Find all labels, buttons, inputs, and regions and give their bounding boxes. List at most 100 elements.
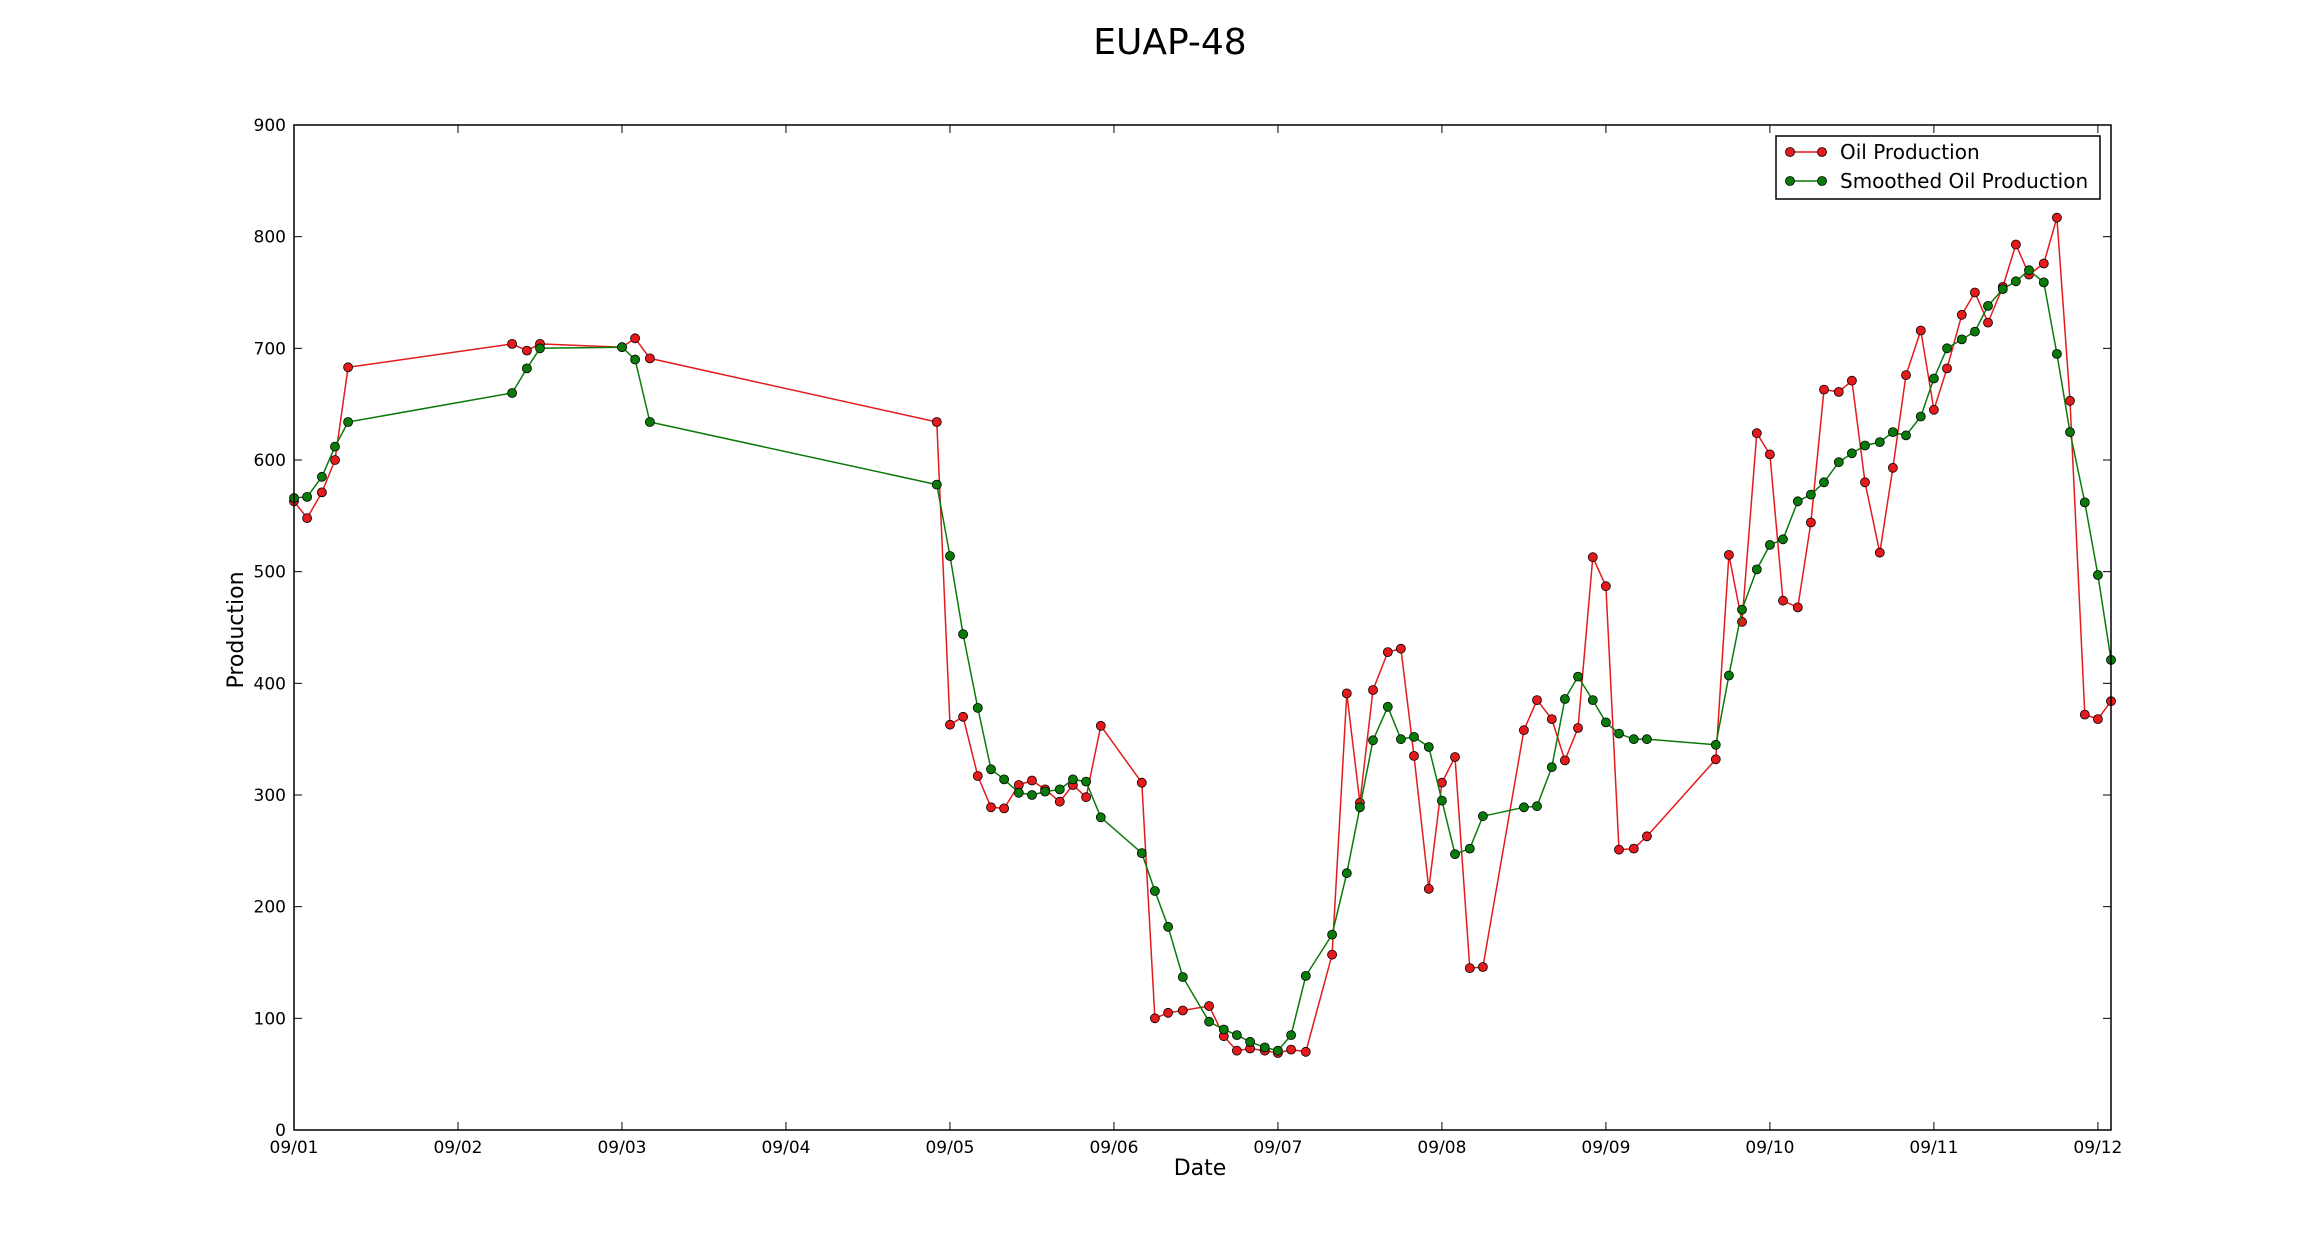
data-point — [1163, 921, 1173, 932]
data-point — [1259, 1042, 1270, 1053]
data-point — [1013, 787, 1024, 798]
data-point — [1464, 843, 1475, 854]
data-point — [617, 342, 627, 353]
data-point — [2079, 709, 2090, 720]
data-point — [986, 802, 996, 813]
data-point — [343, 417, 354, 427]
data-point — [1874, 437, 1885, 448]
legend-box — [1775, 135, 2101, 200]
data-point — [1860, 440, 1870, 451]
data-point — [1860, 477, 1870, 488]
y-tick-label: 200 — [254, 898, 286, 918]
data-point — [1464, 963, 1475, 973]
data-point — [1915, 411, 1926, 422]
data-point — [2065, 427, 2075, 438]
data-point — [1628, 734, 1639, 745]
data-point — [2092, 714, 2103, 724]
data-point — [1273, 1045, 1283, 1056]
data-point — [1204, 1016, 1214, 1027]
data-point — [986, 764, 996, 775]
data-point — [1888, 427, 1898, 438]
data-point — [1450, 849, 1460, 860]
data-point — [1327, 949, 1337, 960]
data-point — [2024, 265, 2034, 276]
data-point — [1040, 786, 1050, 797]
data-point — [1396, 734, 1406, 745]
data-point — [1806, 517, 1816, 528]
data-point — [1423, 742, 1434, 752]
data-point — [1382, 701, 1393, 712]
x-tick-label: 09/08 — [1417, 1138, 1466, 1158]
data-point — [1232, 1030, 1242, 1040]
data-point — [931, 479, 942, 490]
legend: Oil Production Smoothed Oil Production — [1775, 135, 2101, 200]
data-point — [1765, 540, 1775, 550]
data-point — [1833, 386, 1844, 397]
data-point — [958, 629, 968, 640]
data-point — [1765, 449, 1775, 460]
data-point — [1136, 848, 1147, 858]
data-point — [945, 551, 955, 561]
data-point — [1204, 1001, 1214, 1011]
y-axis-label: Production — [224, 571, 249, 688]
x-tick-label: 09/11 — [1909, 1138, 1958, 1158]
data-point — [1546, 762, 1557, 772]
data-point — [1710, 739, 1721, 750]
data-point — [1956, 309, 1967, 320]
data-point — [1956, 334, 1967, 345]
data-point — [1614, 728, 1624, 739]
data-point — [1068, 774, 1078, 785]
x-tick-label: 09/09 — [1581, 1138, 1630, 1158]
data-point — [958, 711, 968, 722]
legend-smoothed-marker — [1785, 176, 1795, 186]
data-point — [1833, 457, 1844, 468]
data-point — [316, 487, 327, 498]
y-tick-label: 400 — [254, 674, 286, 694]
data-point — [2011, 276, 2021, 287]
data-point — [1341, 688, 1352, 699]
data-point — [316, 471, 327, 482]
data-point — [2092, 570, 2103, 580]
series-line — [293, 216, 2112, 1054]
data-point — [302, 491, 313, 502]
data-point — [1519, 802, 1529, 813]
series-smoothed-oil-production — [289, 265, 2116, 1056]
data-point — [1724, 670, 1734, 681]
data-point — [1560, 694, 1570, 704]
y-tick-label: 600 — [254, 451, 286, 471]
series-oil-production — [289, 212, 2116, 1058]
legend-oil-label: Oil Production — [1840, 140, 1980, 164]
data-point — [1300, 1046, 1311, 1057]
data-point — [1806, 489, 1816, 500]
data-point — [1450, 752, 1460, 762]
x-tick-label: 09/06 — [1089, 1138, 1138, 1158]
data-point — [1409, 751, 1419, 761]
data-point — [1054, 796, 1065, 807]
data-point — [645, 353, 655, 364]
data-point — [1819, 477, 1829, 488]
plot-frame — [293, 124, 2112, 1131]
data-point — [1997, 284, 2008, 295]
data-point — [1929, 373, 1939, 384]
data-point — [1983, 317, 1993, 328]
x-tick-label: 09/12 — [2073, 1138, 2122, 1158]
data-point — [1792, 496, 1803, 507]
data-point — [1628, 843, 1639, 854]
x-tick-label: 09/02 — [433, 1138, 482, 1158]
data-point — [1232, 1045, 1242, 1056]
data-point — [1341, 868, 1352, 879]
data-point — [1286, 1030, 1296, 1040]
x-tick-label: 09/04 — [761, 1138, 810, 1158]
data-point — [931, 417, 942, 427]
data-point — [2051, 348, 2062, 359]
data-point — [1587, 552, 1598, 563]
data-point — [535, 343, 545, 354]
data-point — [1409, 732, 1419, 742]
data-point — [1478, 811, 1488, 822]
data-point — [1847, 448, 1857, 459]
data-point — [1901, 430, 1911, 441]
data-point — [507, 338, 517, 349]
data-point — [1929, 404, 1939, 415]
data-point — [1396, 643, 1406, 654]
